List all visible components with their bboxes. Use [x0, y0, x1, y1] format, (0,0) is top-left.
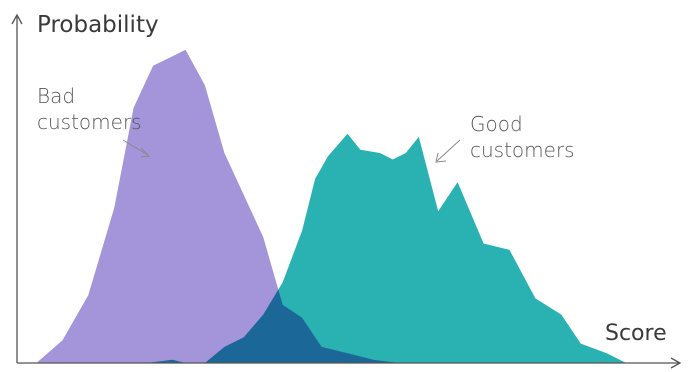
bad-customers-annotation: Bad customers — [37, 84, 151, 158]
bad-customers-pointer — [122, 139, 149, 156]
area-series-bad-customers — [17, 49, 400, 363]
x-axis-label: Score — [605, 321, 667, 346]
good-customers-label-line-2: customers — [470, 138, 575, 162]
good-customers-annotation: Good customers — [435, 112, 575, 163]
chart-axes — [11, 13, 682, 369]
chart-areas — [17, 49, 652, 363]
x-axis-arrow — [670, 357, 682, 369]
good-customers-pointer — [436, 139, 461, 162]
bad-customers-pointer-head — [140, 147, 151, 158]
good-customers-pointer-head — [435, 152, 447, 163]
area-series-good-customers — [17, 133, 652, 363]
bad-customers-label-line-1: Bad — [37, 84, 75, 108]
y-axis-label: Probability — [37, 12, 159, 38]
good-customers-label-line-1: Good — [470, 112, 523, 136]
bad-customers-label-line-2: customers — [37, 110, 142, 134]
y-axis-arrow — [11, 13, 23, 25]
